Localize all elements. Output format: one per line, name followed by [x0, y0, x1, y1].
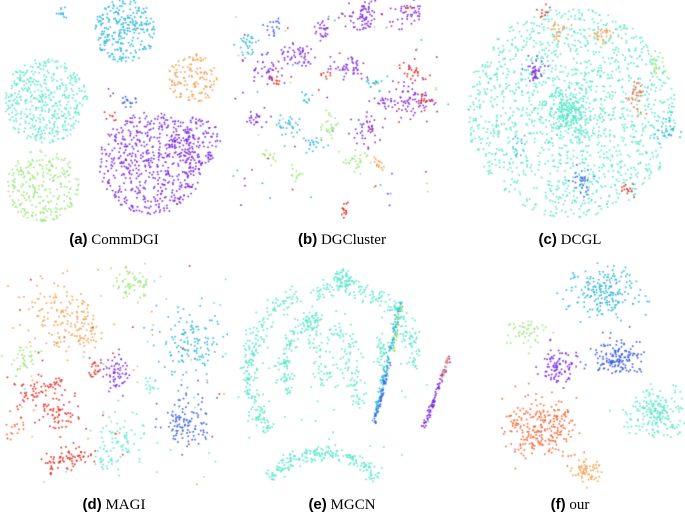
- caption-method: our: [569, 497, 590, 513]
- tsne-plot-dcgl: [456, 0, 685, 228]
- scatter-canvas-dgcluster: [228, 0, 456, 228]
- caption-tag: (a): [69, 231, 88, 248]
- caption-mgcn: (e) MGCN: [228, 496, 456, 514]
- caption-dcgl: (c) DCGL: [456, 231, 684, 249]
- caption-tag: (e): [308, 496, 327, 513]
- caption-our: (f) our: [456, 496, 684, 514]
- caption-method: MGCN: [330, 497, 376, 513]
- caption-method: CommDGI: [91, 232, 159, 248]
- caption-magi: (d) MAGI: [0, 496, 228, 514]
- caption-method: MAGI: [105, 497, 146, 513]
- caption-tag: (d): [82, 496, 102, 513]
- scatter-canvas-mgcn: [228, 262, 456, 490]
- scatter-canvas-dcgl: [456, 0, 685, 228]
- tsne-plot-our: [456, 262, 685, 490]
- caption-commdgi: (a) CommDGI: [0, 231, 228, 249]
- caption-method: DGCluster: [320, 232, 386, 248]
- tsne-plot-commdgi: [0, 0, 228, 228]
- caption-tag: (f): [550, 496, 566, 513]
- scatter-canvas-our: [456, 262, 685, 490]
- tsne-plot-magi: [0, 262, 228, 490]
- caption-tag: (b): [298, 231, 318, 248]
- scatter-canvas-commdgi: [0, 0, 228, 228]
- caption-tag: (c): [538, 231, 557, 248]
- tsne-plot-dgcluster: [228, 0, 456, 228]
- scatter-canvas-magi: [0, 262, 228, 490]
- caption-dgcluster: (b) DGCluster: [228, 231, 456, 249]
- tsne-plot-mgcn: [228, 262, 456, 490]
- caption-method: DCGL: [560, 232, 602, 248]
